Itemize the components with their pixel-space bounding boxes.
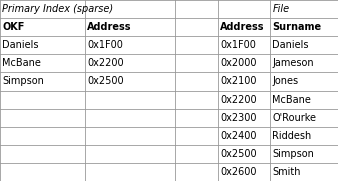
Text: Smith: Smith — [272, 167, 301, 177]
Text: OKF: OKF — [2, 22, 25, 32]
Text: O'Rourke: O'Rourke — [272, 113, 316, 123]
Text: McBane: McBane — [272, 94, 311, 105]
Text: Jameson: Jameson — [272, 58, 314, 68]
Text: 0x2100: 0x2100 — [220, 76, 257, 87]
Text: 0x2200: 0x2200 — [87, 58, 124, 68]
Text: Simpson: Simpson — [2, 76, 44, 87]
Text: 0x2300: 0x2300 — [220, 113, 257, 123]
Text: Surname: Surname — [272, 22, 321, 32]
Text: Daniels: Daniels — [272, 40, 309, 50]
Text: 0x2600: 0x2600 — [220, 167, 257, 177]
Text: McBane: McBane — [2, 58, 41, 68]
Text: 0x2200: 0x2200 — [220, 94, 257, 105]
Text: 0x2500: 0x2500 — [220, 149, 257, 159]
Text: 0x2000: 0x2000 — [220, 58, 257, 68]
Text: Address: Address — [87, 22, 132, 32]
Text: 0x2500: 0x2500 — [87, 76, 124, 87]
Text: 0x1F00: 0x1F00 — [87, 40, 123, 50]
Text: Primary Index (sparse): Primary Index (sparse) — [2, 4, 114, 14]
Text: 0x2400: 0x2400 — [220, 131, 257, 141]
Text: 0x1F00: 0x1F00 — [220, 40, 256, 50]
Text: Simpson: Simpson — [272, 149, 314, 159]
Text: Daniels: Daniels — [2, 40, 39, 50]
Text: Riddesh: Riddesh — [272, 131, 312, 141]
Text: File: File — [272, 4, 289, 14]
Text: Address: Address — [220, 22, 265, 32]
Text: Jones: Jones — [272, 76, 298, 87]
